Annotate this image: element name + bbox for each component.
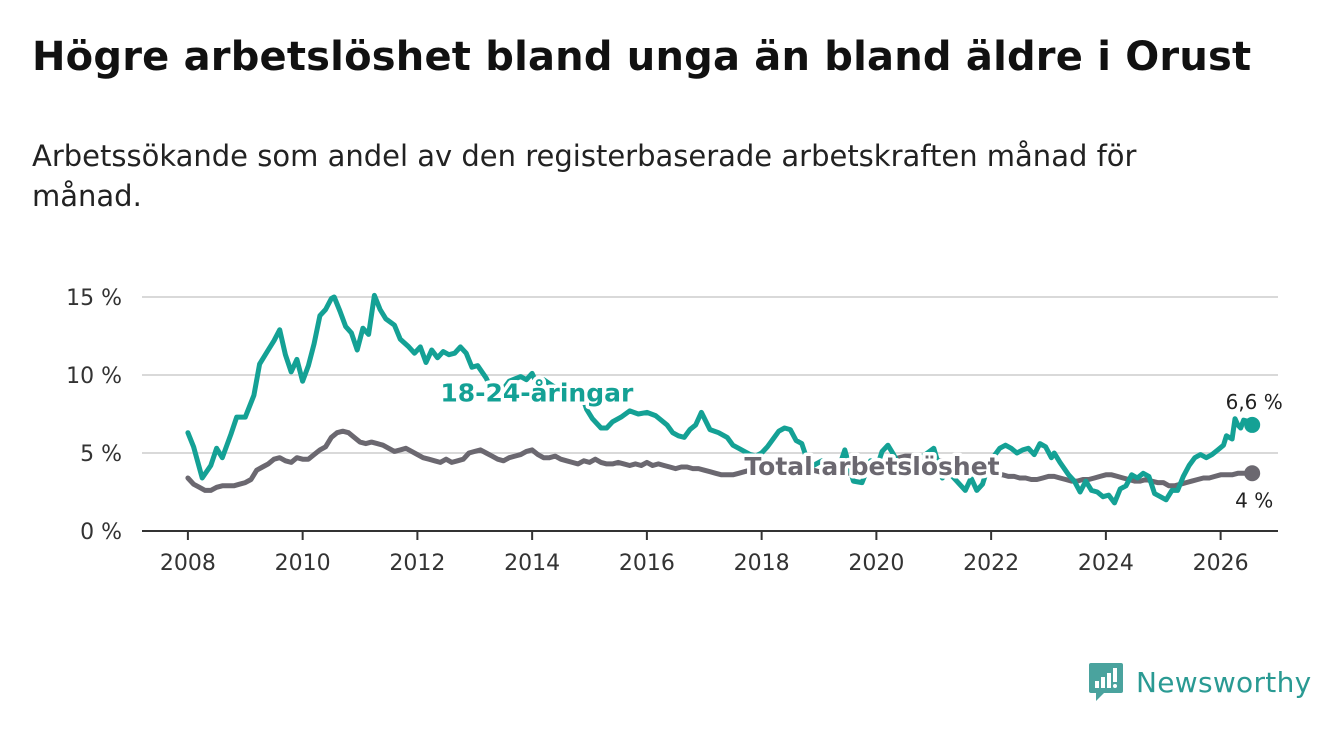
end-value-total: 4 %: [1235, 488, 1273, 512]
x-tick-label: 2014: [504, 551, 560, 576]
x-tick-label: 2012: [389, 551, 445, 576]
series-line-youth: [185, 292, 1255, 506]
y-tick-label: 15 %: [66, 286, 122, 311]
x-tick-label: 2018: [734, 551, 790, 576]
x-tick-label: 2010: [275, 551, 331, 576]
series-labels: 18-24-åringar Total arbetslöshet 6,6 % 4 %: [437, 375, 1285, 515]
end-point-total: [1244, 465, 1261, 482]
chart-title: Högre arbetslöshet bland unga än bland ä…: [32, 34, 1252, 80]
x-tick-label: 2016: [619, 551, 675, 576]
x-tick-label: 2020: [848, 551, 904, 576]
x-axis-ticks: 2008 2010 2012 2014 2016 2018 2020 2022 2024 2026: [160, 531, 1249, 576]
x-tick-label: 2026: [1193, 551, 1249, 576]
x-tick-label: 2022: [963, 551, 1019, 576]
y-tick-label: 0 %: [80, 520, 122, 545]
series-group: [185, 292, 1261, 506]
series-label-total: Total arbetslöshet: [744, 452, 999, 481]
end-point-youth: [1244, 416, 1261, 433]
newsworthy-brand[interactable]: Newsworthy: [1088, 660, 1312, 704]
y-axis-ticks: 0 % 5 % 10 % 15 %: [66, 286, 122, 545]
series-label-youth: 18-24-åringar: [440, 379, 634, 408]
x-tick-label: 2008: [160, 551, 216, 576]
y-tick-label: 5 %: [80, 442, 122, 467]
end-value-youth: 6,6 %: [1226, 390, 1283, 414]
series-line-total: [185, 428, 1255, 493]
brand-name: Newsworthy: [1136, 665, 1312, 699]
chart-subtitle: Arbetssökande som andel av den registerb…: [32, 139, 1137, 213]
newsworthy-logo-icon: [1089, 663, 1123, 701]
x-tick-label: 2024: [1078, 551, 1134, 576]
y-tick-label: 10 %: [66, 364, 122, 389]
